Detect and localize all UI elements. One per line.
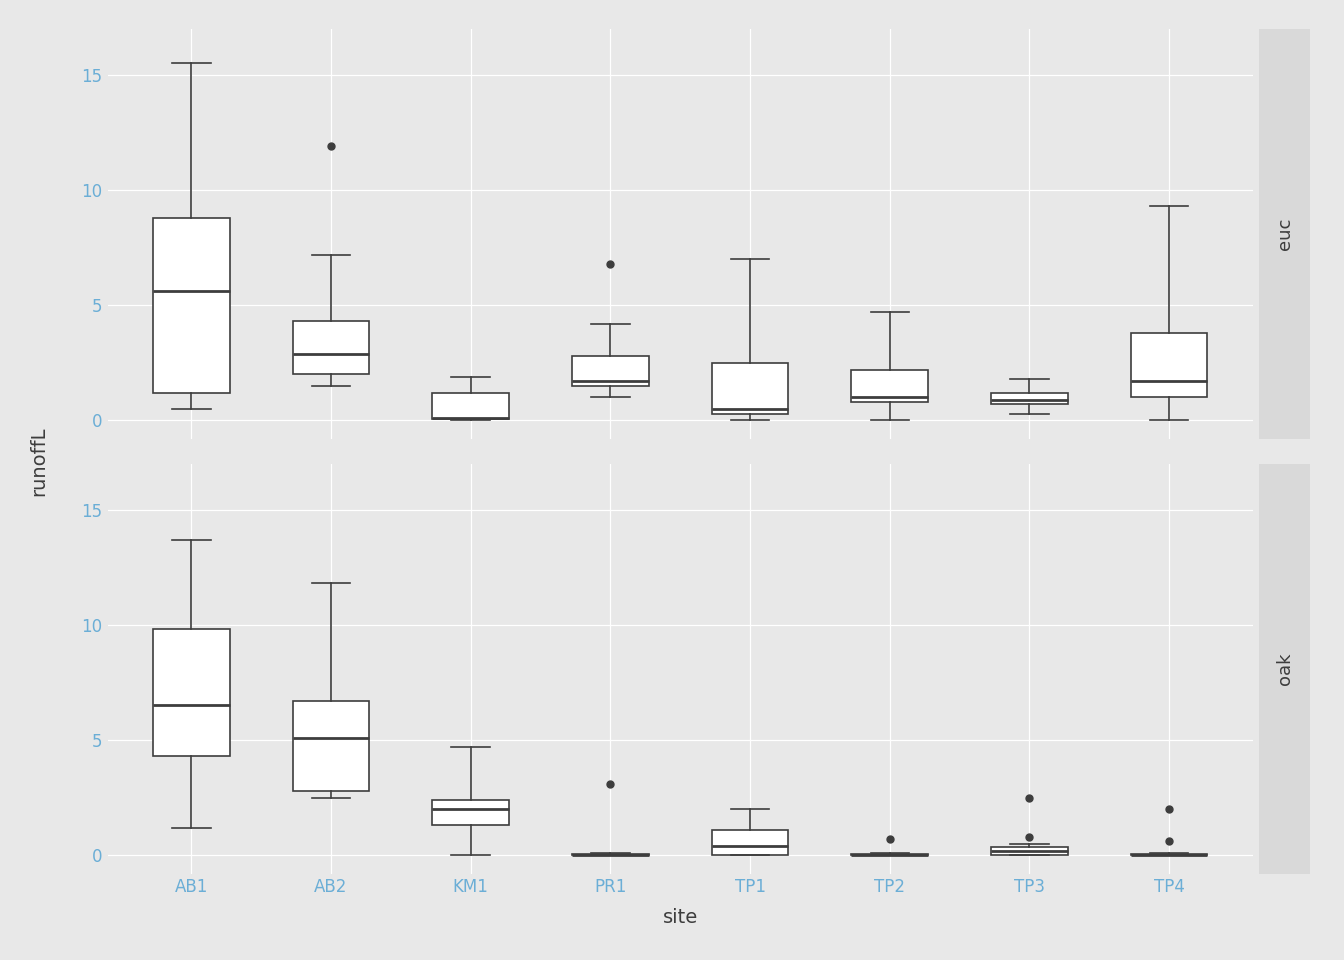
PathPatch shape (433, 393, 509, 420)
PathPatch shape (153, 218, 230, 393)
PathPatch shape (293, 322, 370, 374)
PathPatch shape (293, 701, 370, 791)
Text: runoffL: runoffL (30, 426, 48, 495)
PathPatch shape (1130, 333, 1207, 397)
PathPatch shape (1130, 854, 1207, 855)
PathPatch shape (433, 800, 509, 826)
PathPatch shape (991, 847, 1067, 855)
PathPatch shape (153, 630, 230, 756)
Text: euc: euc (1275, 218, 1294, 250)
Text: oak: oak (1275, 652, 1294, 684)
PathPatch shape (711, 829, 789, 855)
PathPatch shape (711, 363, 789, 414)
X-axis label: site: site (663, 907, 698, 926)
PathPatch shape (573, 854, 649, 855)
PathPatch shape (573, 356, 649, 386)
PathPatch shape (851, 854, 929, 855)
PathPatch shape (851, 370, 929, 402)
PathPatch shape (991, 393, 1067, 404)
